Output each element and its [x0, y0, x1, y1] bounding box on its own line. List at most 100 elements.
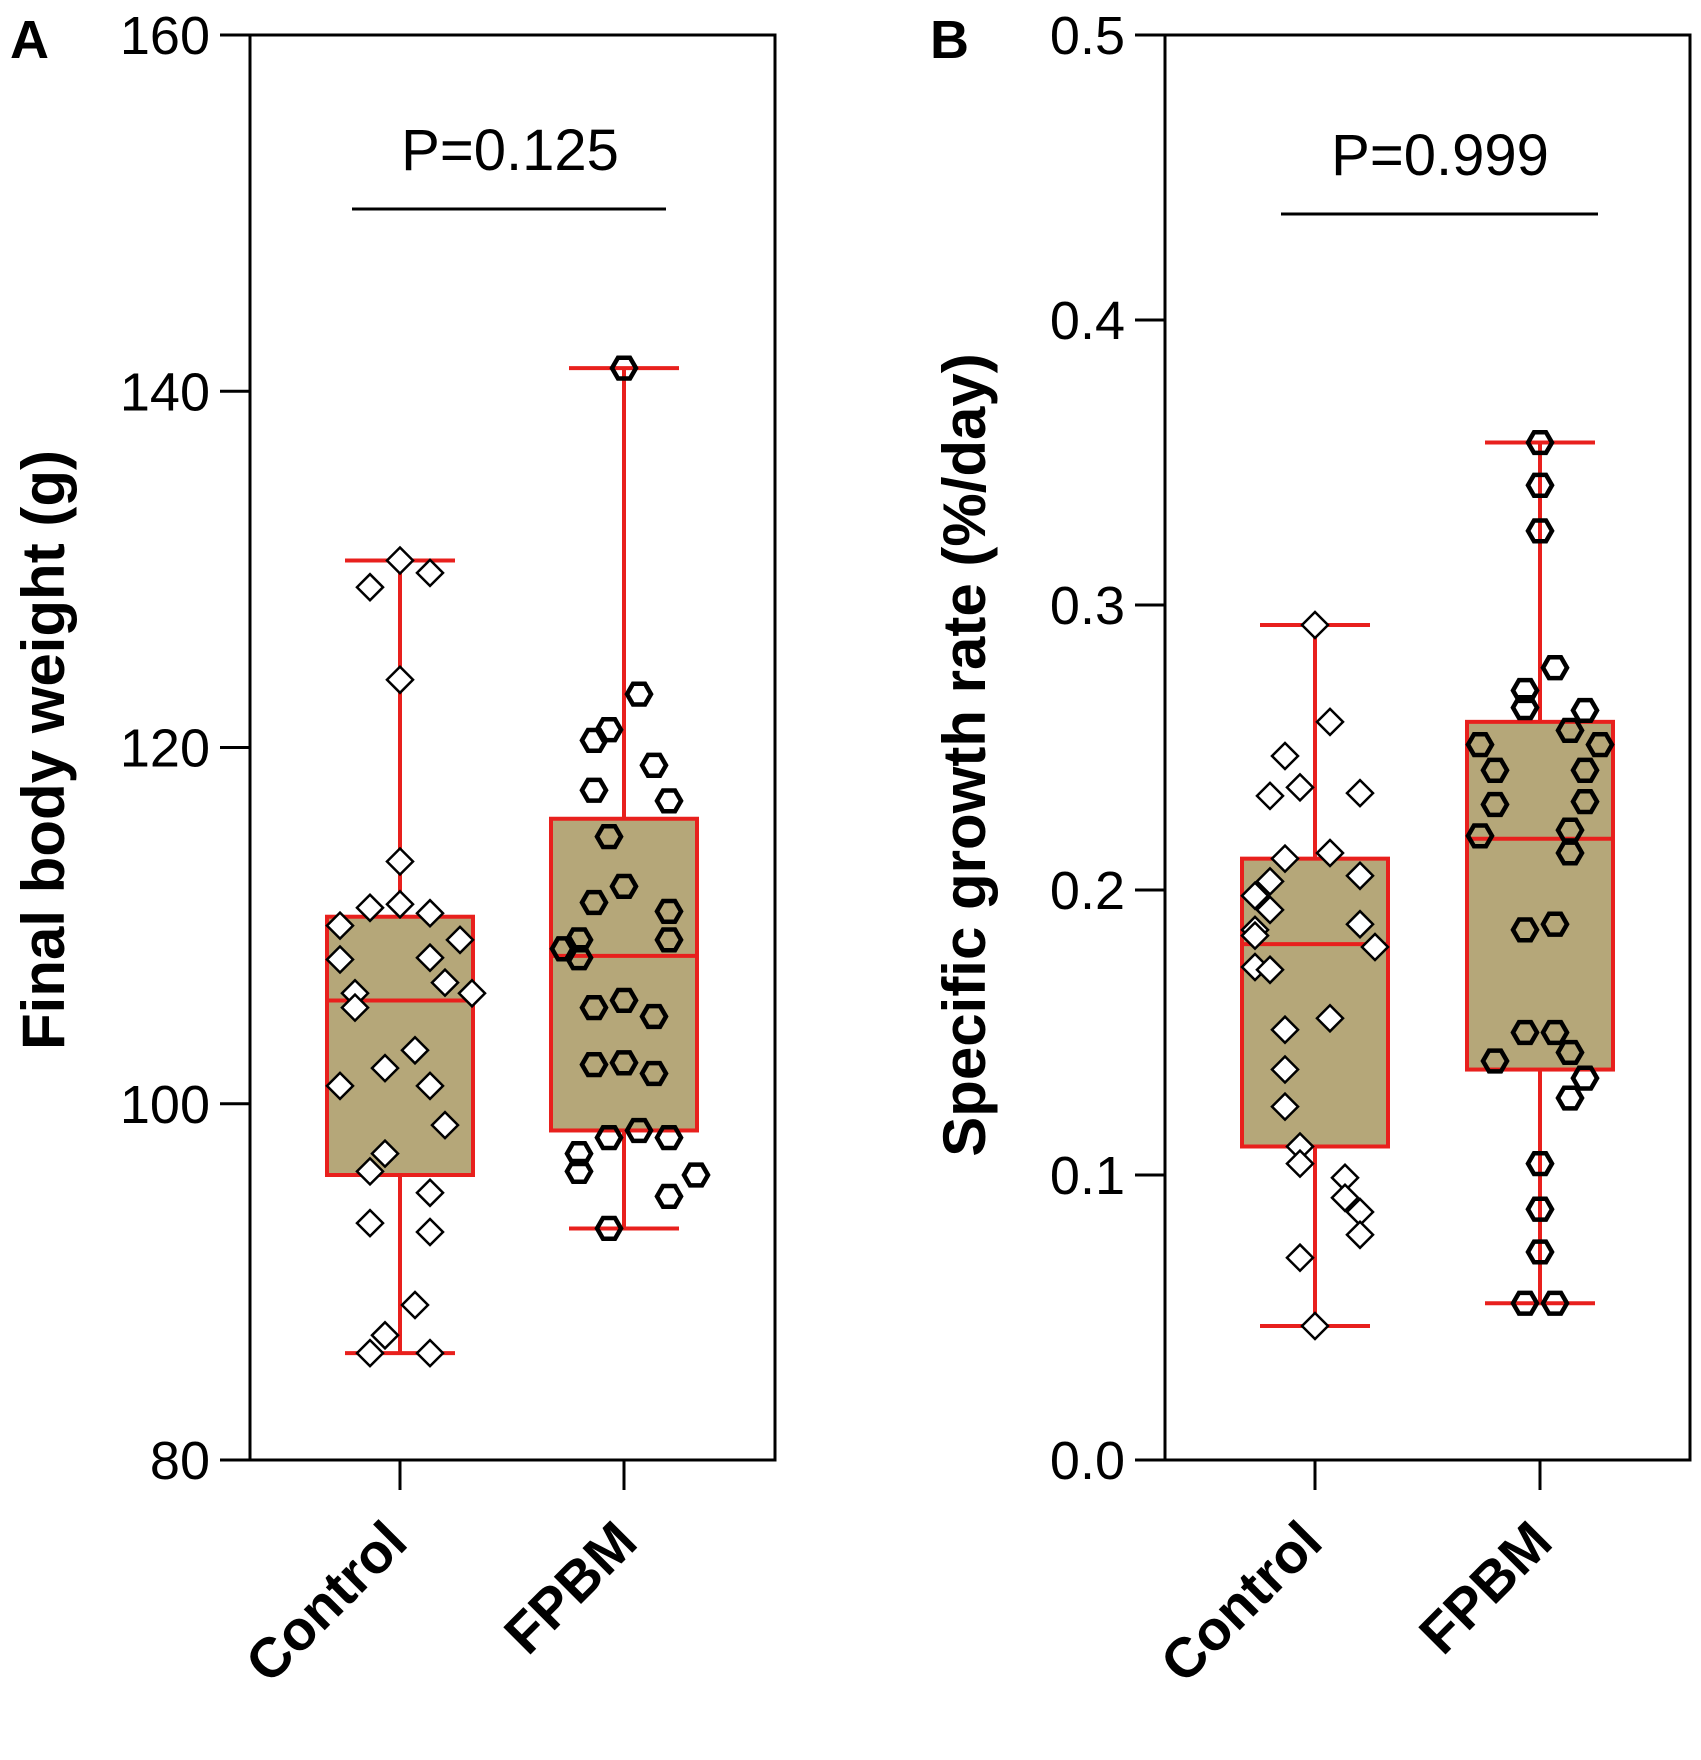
data-point-control-b — [1270, 1014, 1300, 1045]
data-point-control-b — [1255, 955, 1285, 985]
x-tick-label-fpbm-a: FPBM — [492, 1509, 649, 1666]
data-point-control-a — [457, 978, 487, 1009]
data-point-fpbm-b — [1510, 694, 1540, 721]
data-point-control-a — [415, 1217, 445, 1247]
data-point-fpbm-a — [654, 927, 684, 953]
data-point-control-b — [1315, 1003, 1345, 1034]
data-point-control-a — [385, 665, 415, 695]
data-point-control-a — [325, 910, 355, 941]
data-point-control-a — [415, 942, 445, 973]
data-point-fpbm-b — [1525, 518, 1555, 544]
data-point-fpbm-b — [1540, 1290, 1570, 1316]
data-point-control-a — [415, 898, 445, 928]
data-point-fpbm-b — [1510, 1019, 1540, 1046]
data-point-control-b — [1345, 861, 1375, 891]
data-point-control-a — [415, 1071, 445, 1101]
data-point-control-a — [370, 1053, 400, 1083]
data-point-fpbm-b — [1540, 655, 1570, 681]
data-point-fpbm-a — [609, 873, 639, 900]
data-point-fpbm-b — [1570, 697, 1600, 724]
plot-area-a: 80 100 120 140 160 — [120, 6, 777, 1491]
data-point-control-b — [1240, 880, 1270, 911]
panel-letter-a: A — [10, 10, 49, 70]
y-tick-label-b: 0.5 — [1050, 6, 1125, 66]
p-value-label-b: P=0.999 — [1331, 123, 1549, 188]
data-point-fpbm-b — [1555, 1039, 1585, 1066]
y-axis-title-a: Final body weight (g) — [10, 450, 77, 1050]
data-point-control-a — [370, 1138, 400, 1169]
data-point-control-a — [340, 992, 370, 1023]
data-point-control-b — [1255, 781, 1285, 811]
data-point-control-b — [1285, 1242, 1315, 1273]
box-fpbm-a — [549, 816, 699, 1133]
y-tick-label-a: 140 — [120, 362, 210, 422]
y-tick-label-a: 80 — [150, 1431, 210, 1491]
plot-frame-a — [248, 33, 777, 1462]
data-point-fpbm-b — [1555, 1085, 1585, 1111]
data-point-fpbm-b — [1570, 757, 1600, 783]
y-tick-label-a: 120 — [120, 719, 210, 779]
panel-a: A Final body weight (g) P=0.125 80 100 120… — [10, 6, 777, 1694]
data-point-fpbm-a — [579, 889, 609, 916]
y-tick-label-a: 100 — [120, 1075, 210, 1135]
data-point-fpbm-b — [1480, 1048, 1510, 1074]
data-point-control-b — [1255, 866, 1285, 897]
y-tick-label-b: 0.1 — [1050, 1146, 1125, 1206]
data-point-control-a — [370, 1320, 400, 1351]
data-point-fpbm-a — [654, 788, 684, 814]
data-point-fpbm-b — [1510, 917, 1540, 943]
data-point-fpbm-b — [1555, 840, 1585, 866]
data-point-fpbm-a — [594, 1124, 624, 1151]
plot-frame-b — [1163, 33, 1692, 1462]
data-point-fpbm-a — [609, 1050, 639, 1076]
box-fpbm-b — [1465, 719, 1615, 1072]
y-axis-title-b: Specific growth rate (%/day) — [931, 353, 998, 1157]
data-point-control-b — [1300, 1311, 1330, 1341]
y-tick-label-b: 0.0 — [1050, 1431, 1125, 1491]
data-point-control-b — [1255, 895, 1285, 925]
data-point-fpbm-a — [639, 1003, 669, 1030]
data-point-fpbm-a — [579, 727, 609, 754]
data-point-control-b — [1345, 1197, 1375, 1227]
data-point-fpbm-a — [654, 1183, 684, 1210]
data-point-fpbm-b — [1525, 1239, 1555, 1265]
data-point-control-a — [355, 1156, 385, 1187]
data-point-fpbm-a — [594, 1215, 624, 1242]
data-point-control-b — [1330, 1163, 1360, 1193]
data-point-control-a — [355, 893, 385, 923]
data-point-control-a — [430, 1110, 460, 1140]
data-point-control-a — [325, 1071, 355, 1101]
data-point-control-a — [385, 846, 415, 877]
data-point-control-a — [445, 925, 475, 955]
data-point-control-b — [1315, 707, 1345, 737]
data-point-fpbm-a — [639, 1060, 669, 1087]
data-point-control-b — [1360, 932, 1390, 962]
data-point-control-b — [1330, 1183, 1360, 1213]
x-tick-label-control-a: Control — [233, 1509, 418, 1694]
panel-letter-b: B — [930, 10, 969, 70]
data-point-control-a — [355, 572, 385, 602]
data-point-fpbm-b — [1480, 791, 1510, 818]
data-point-control-b — [1300, 610, 1330, 640]
data-point-control-b — [1345, 909, 1375, 939]
data-point-fpbm-b — [1525, 429, 1555, 456]
data-point-control-b — [1270, 741, 1300, 771]
y-tick-label-a: 160 — [120, 6, 210, 66]
data-point-control-b — [1345, 778, 1375, 808]
data-point-control-a — [325, 944, 355, 975]
data-point-fpbm-b — [1525, 1196, 1555, 1222]
plot-area-b: 0.0 0.1 0.2 0.3 0.4 0.5 — [1050, 6, 1692, 1491]
data-point-fpbm-b — [1540, 911, 1570, 937]
data-point-control-a — [355, 1208, 385, 1238]
data-point-fpbm-a — [624, 681, 654, 707]
data-point-fpbm-a — [594, 823, 624, 850]
data-point-control-a — [415, 1338, 445, 1368]
data-point-fpbm-a — [624, 1117, 654, 1144]
p-value-label-a: P=0.125 — [401, 118, 619, 183]
data-point-fpbm-a — [681, 1162, 711, 1188]
data-point-control-b — [1285, 1148, 1315, 1179]
data-point-control-a — [400, 1035, 430, 1066]
data-point-control-b — [1345, 1220, 1375, 1250]
data-point-fpbm-b — [1585, 732, 1615, 758]
